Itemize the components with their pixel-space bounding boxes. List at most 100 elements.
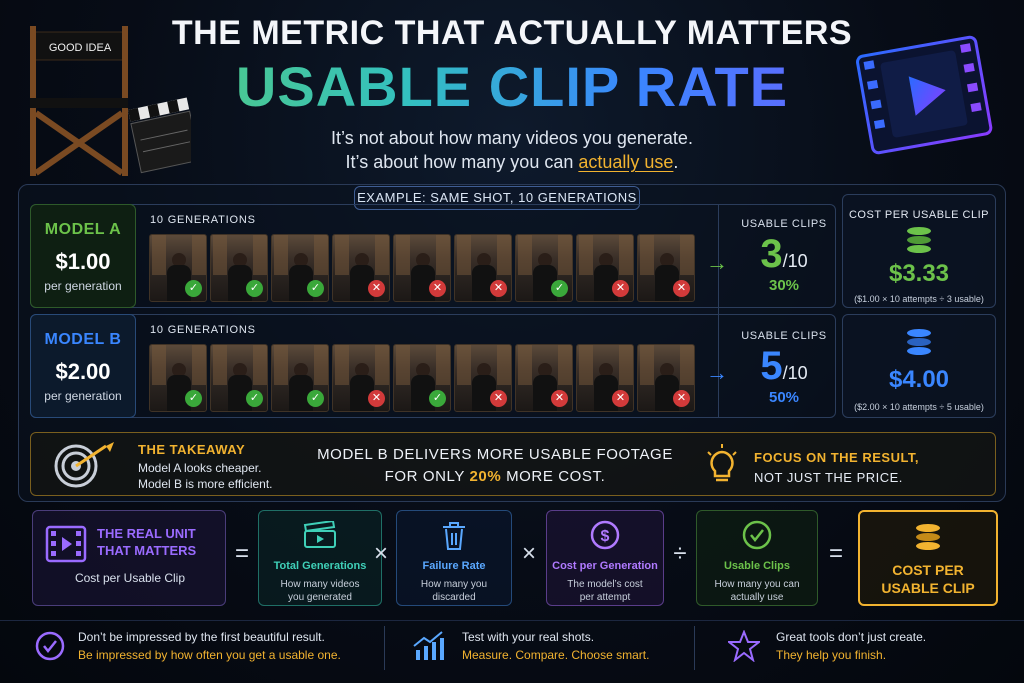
- model-b-usable-pct: 50%: [768, 389, 800, 406]
- generation-thumbnail: ✓: [515, 234, 573, 302]
- model-b-gen-label: 10 GENERATIONS: [150, 324, 256, 336]
- model-a-gen-label: 10 GENERATIONS: [150, 214, 256, 226]
- model-b-thumbnails: ✓ ✓ ✓ ✕ ✓ ✕ ✕ ✕ ✕: [149, 344, 695, 412]
- result-box: COST PER USABLE CLIP: [858, 510, 998, 606]
- check-circle-icon: [35, 631, 65, 661]
- clapper-icon: [303, 519, 336, 548]
- takeaway-box: [30, 432, 996, 496]
- model-a-usable-num: 3: [760, 232, 783, 276]
- dollar-icon: $: [590, 520, 620, 550]
- model-b-usable: USABLE CLIPS 5/10 50%: [736, 330, 832, 406]
- model-b-cost-formula: ($2.00 × 10 attempts ÷ 5 usable): [854, 402, 984, 412]
- divide-sign: ÷: [673, 540, 687, 567]
- cost-per-generation-box: $ Cost per Generation The model’s cost p…: [546, 510, 664, 606]
- failure-rate-box: Failure Rate How many you discarded: [396, 510, 512, 606]
- generation-thumbnail: ✓: [210, 234, 268, 302]
- footer-separator: [694, 626, 695, 670]
- coins-icon: [907, 227, 931, 255]
- title-line2: USABLE CLIP RATE: [0, 54, 1024, 119]
- generation-thumbnail: ✕: [515, 344, 573, 412]
- generation-thumbnail: ✕: [637, 344, 695, 412]
- focus-text: FOCUS ON THE RESULT, NOT JUST THE PRICE.: [754, 450, 920, 485]
- x-icon: ✕: [368, 280, 385, 297]
- check-icon: ✓: [246, 280, 263, 297]
- model-a-usable-pct: 30%: [768, 277, 800, 294]
- title-line1: THE METRIC THAT ACTUALLY MATTERS: [171, 14, 853, 52]
- target-icon: [54, 442, 114, 488]
- check-icon: ✓: [185, 280, 202, 297]
- generation-thumbnail: ✕: [393, 234, 451, 302]
- svg-text:$: $: [601, 528, 610, 545]
- real-unit-box: THE REAL UNIT THAT MATTERS Cost per Usab…: [32, 510, 226, 606]
- film-icon: [45, 525, 87, 563]
- takeaway-line1: Model A looks cheaper.: [138, 461, 262, 475]
- usable-clips-title: Usable Clips: [723, 560, 791, 572]
- total-generations-title: Total Generations: [273, 560, 367, 572]
- model-b-usable-num: 5: [760, 344, 783, 388]
- model-a-cost: $3.33: [888, 260, 950, 287]
- result-line2: USABLE CLIP: [881, 580, 975, 596]
- footer-tip-1: Don’t be impressed by the first beautifu…: [78, 630, 341, 662]
- generation-thumbnail: ✕: [454, 344, 512, 412]
- coins-icon: [916, 524, 940, 552]
- generation-thumbnail: ✕: [454, 234, 512, 302]
- times-sign: ×: [373, 540, 388, 567]
- footer-tip-2: Test with your real shots. Measure. Comp…: [462, 630, 650, 662]
- director-chair-icon: GOOD IDEA: [30, 26, 191, 176]
- check-icon: ✓: [307, 390, 324, 407]
- result-line1: COST PER: [892, 562, 964, 578]
- check-icon: ✓: [246, 390, 263, 407]
- equals-sign: =: [828, 540, 843, 567]
- x-icon: ✕: [612, 280, 629, 297]
- generation-thumbnail: ✕: [576, 344, 634, 412]
- model-a-cost-card: COST PER USABLE CLIP $3.33 ($1.00 × 10 a…: [842, 194, 996, 308]
- real-unit-title1: THE REAL UNIT: [97, 526, 196, 541]
- check-icon: ✓: [429, 390, 446, 407]
- usable-label: USABLE CLIPS: [741, 218, 827, 230]
- model-b-card: MODEL B $2.00 per generation: [30, 314, 136, 418]
- generation-thumbnail: ✓: [149, 344, 207, 412]
- footer-tip-3: Great tools don’t just create. They help…: [776, 630, 927, 662]
- generation-thumbnail: ✕: [576, 234, 634, 302]
- model-a-card: MODEL A $1.00 per generation: [30, 204, 136, 308]
- x-icon: ✕: [551, 390, 568, 407]
- model-a-thumbnails: ✓ ✓ ✓ ✕ ✕ ✕ ✓ ✕ ✕: [149, 234, 695, 302]
- model-b-cost-card: $4.00 ($2.00 × 10 attempts ÷ 5 usable): [842, 314, 996, 418]
- takeaway-text: THE TAKEAWAY Model A looks cheaper. Mode…: [138, 442, 273, 492]
- usable-den: /10: [782, 251, 808, 271]
- subtitle-line1: It’s not about how many videos you gener…: [331, 128, 693, 148]
- takeaway-heading: THE TAKEAWAY: [138, 442, 246, 457]
- equals-sign: =: [234, 540, 249, 567]
- times-sign: ×: [521, 540, 536, 567]
- x-icon: ✕: [368, 390, 385, 407]
- film-play-icon: [856, 35, 993, 155]
- cost-per-generation-title: Cost per Generation: [552, 560, 658, 572]
- check-icon: ✓: [551, 280, 568, 297]
- example-tag: EXAMPLE: SAME SHOT, 10 GENERATIONS: [354, 186, 640, 210]
- real-unit-sub: Cost per Usable Clip: [74, 571, 186, 585]
- usable-clips-box: Usable Clips How many you can actually u…: [696, 510, 818, 606]
- usable-den: /10: [782, 363, 808, 383]
- model-a-per: per generation: [44, 279, 122, 293]
- generation-thumbnail: ✓: [393, 344, 451, 412]
- model-a-arrow-icon: →: [706, 250, 728, 275]
- chart-growth-icon: [413, 631, 444, 660]
- x-icon: ✕: [490, 280, 507, 297]
- cost-header: COST PER USABLE CLIP: [848, 209, 989, 221]
- chair-label: GOOD IDEA: [49, 42, 112, 54]
- takeaway-line2: Model B is more efficient.: [138, 477, 273, 491]
- model-b-price: $2.00: [55, 359, 111, 384]
- takeaway-message: MODEL B DELIVERS MORE USABLE FOOTAGE FOR…: [317, 446, 673, 485]
- model-a-price: $1.00: [55, 249, 111, 274]
- check-icon: ✓: [307, 280, 324, 297]
- model-b-per: per generation: [44, 389, 122, 403]
- subtitle-line2: It’s about how many you can actually use…: [345, 152, 679, 172]
- generation-thumbnail: ✓: [149, 234, 207, 302]
- model-a-cost-formula: ($1.00 × 10 attempts ÷ 3 usable): [854, 294, 984, 304]
- model-b-cost: $4.00: [888, 366, 950, 393]
- coins-icon: [907, 329, 931, 357]
- model-b-arrow-icon: →: [706, 360, 728, 385]
- generation-thumbnail: ✓: [271, 234, 329, 302]
- model-a-name: MODEL A: [44, 221, 122, 238]
- x-icon: ✕: [673, 390, 690, 407]
